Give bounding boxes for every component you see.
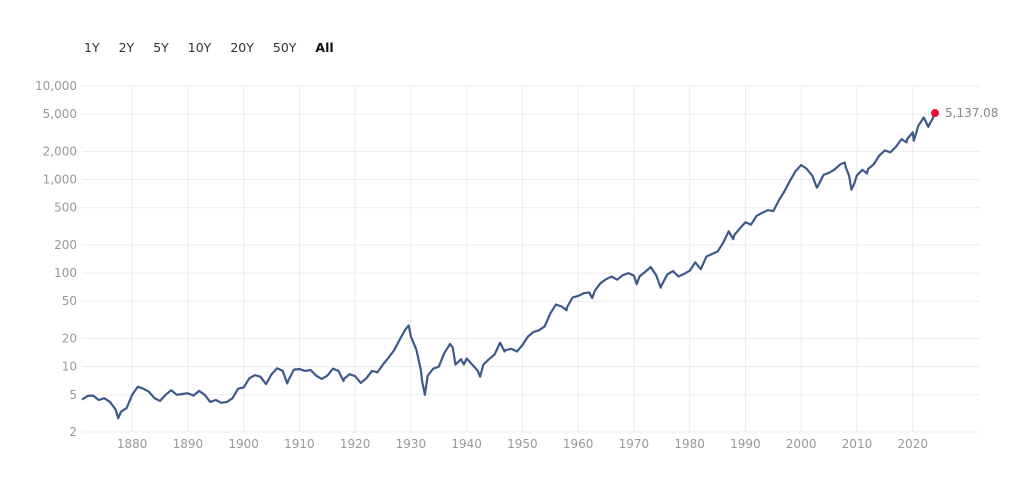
y-tick-label: 5 (69, 388, 77, 402)
x-tick-label: 1980 (674, 437, 705, 451)
y-tick-label: 5,000 (43, 107, 77, 121)
range-button-50y[interactable]: 50Y (267, 38, 303, 57)
y-tick-label: 1,000 (43, 173, 77, 187)
x-tick-label: 2020 (897, 437, 928, 451)
y-tick-label: 500 (54, 201, 77, 215)
x-tick-label: 2010 (842, 437, 873, 451)
y-tick-label: 2,000 (43, 144, 77, 158)
x-tick-label: 1910 (284, 437, 315, 451)
y-axis: 10,000 5,000 2,000 1,000 500 200 100 50 20 10 5 2 (35, 79, 77, 439)
x-tick-label: 1930 (396, 437, 427, 451)
range-button-10y[interactable]: 10Y (182, 38, 218, 57)
x-tick-label: 2000 (786, 437, 817, 451)
range-button-all[interactable]: All (309, 38, 339, 57)
range-button-2y[interactable]: 2Y (113, 38, 141, 57)
last-value-marker[interactable] (931, 109, 939, 118)
y-tick-label: 10,000 (35, 79, 77, 93)
y-tick-label: 20 (62, 331, 77, 345)
x-tick-label: 1990 (730, 437, 761, 451)
range-button-5y[interactable]: 5Y (147, 38, 175, 57)
y-tick-label: 2 (69, 425, 77, 439)
x-tick-label: 1900 (228, 437, 259, 451)
range-button-20y[interactable]: 20Y (224, 38, 260, 57)
x-tick-label: 1920 (340, 437, 371, 451)
x-tick-label: 1940 (451, 437, 482, 451)
x-axis: 1880 1890 1900 1910 1920 1930 1940 1950 1960 1970… (117, 437, 928, 451)
grid-lines (82, 85, 980, 433)
x-tick-label: 1950 (507, 437, 538, 451)
x-tick-label: 1970 (619, 437, 650, 451)
y-tick-label: 10 (62, 360, 77, 374)
x-tick-label: 1880 (117, 437, 148, 451)
y-tick-label: 200 (54, 238, 77, 252)
range-button-1y[interactable]: 1Y (78, 38, 106, 57)
x-tick-label: 1890 (173, 437, 204, 451)
last-value-label: 5,137.08 (945, 106, 998, 120)
y-tick-label: 100 (54, 266, 77, 280)
series-line (81, 112, 937, 420)
range-selector: 1Y 2Y 5Y 10Y 20Y 50Y All (78, 38, 347, 57)
y-tick-label: 50 (62, 294, 77, 308)
x-tick-label: 1960 (563, 437, 594, 451)
